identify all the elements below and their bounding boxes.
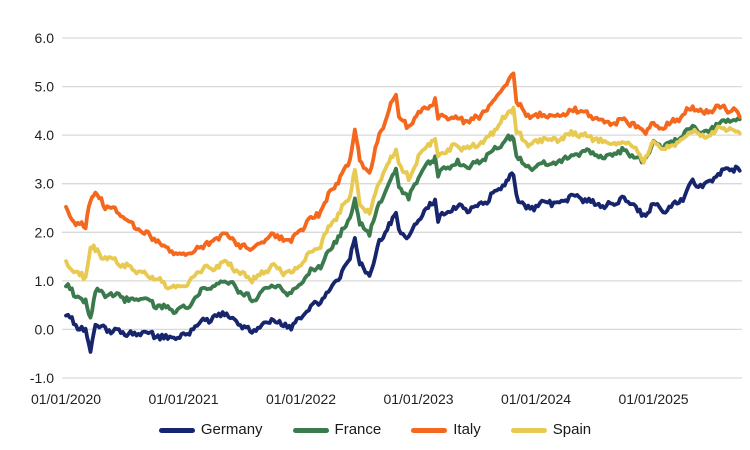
- legend-label-spain: Spain: [552, 421, 592, 438]
- series-line-france: [64, 116, 742, 320]
- legend-item-spain: Spain: [510, 420, 592, 440]
- y-tick-label: -1.0: [30, 370, 54, 386]
- series-line-spain: [64, 105, 742, 291]
- y-tick-label: 0.0: [35, 321, 55, 337]
- x-tick-label: 01/01/2021: [148, 391, 218, 407]
- y-tick-label: 3.0: [35, 176, 55, 192]
- chart-legend: Germany France Italy Spain: [0, 420, 750, 440]
- france-line-swatch: [292, 427, 329, 433]
- y-tick-label: 6.0: [35, 30, 55, 46]
- x-tick-label: 01/01/2025: [618, 391, 688, 407]
- italy-line-swatch: [411, 427, 448, 433]
- legend-item-italy: Italy: [411, 420, 481, 440]
- legend-label-france: France: [334, 421, 382, 438]
- series-line-germany: [64, 164, 742, 354]
- germany-line-swatch: [158, 427, 195, 433]
- legend-item-france: France: [292, 420, 382, 440]
- x-tick-label: 01/01/2023: [383, 391, 453, 407]
- y-tick-label: 1.0: [35, 273, 55, 289]
- y-tick-label: 4.0: [35, 127, 55, 143]
- legend-label-germany: Germany: [200, 421, 263, 438]
- legend-label-italy: Italy: [453, 421, 481, 438]
- spain-line-swatch: [510, 427, 547, 433]
- y-tick-label: 5.0: [35, 79, 55, 95]
- x-tick-label: 01/01/2022: [266, 391, 336, 407]
- y-tick-label: 2.0: [35, 224, 55, 240]
- x-tick-label: 01/01/2024: [501, 391, 571, 407]
- series-line-italy: [64, 71, 742, 257]
- x-tick-label: 01/01/2020: [31, 391, 101, 407]
- legend-item-germany: Germany: [158, 420, 263, 440]
